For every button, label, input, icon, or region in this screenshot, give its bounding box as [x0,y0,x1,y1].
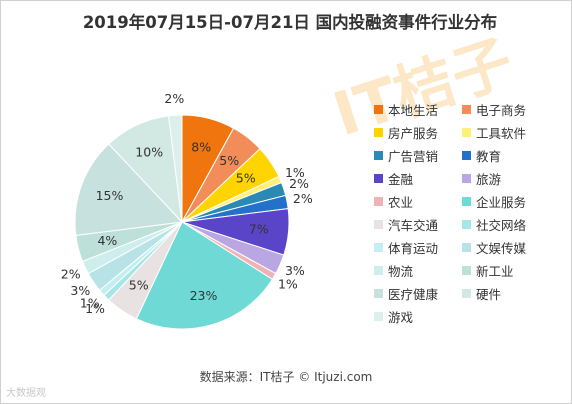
legend-item-13: 体育运动 [374,238,438,257]
legend-swatch [462,128,471,137]
legend-swatch [462,220,471,229]
legend-label: 广告营销 [388,149,439,164]
legend-swatch [374,197,383,206]
legend-label: 体育运动 [388,241,439,256]
legend-item-4: 工具软件 [462,123,526,142]
pie-slice-19 [168,114,183,223]
legend-item-2: 电子商务 [462,100,526,119]
pie-slice-17 [74,143,184,236]
legend-item-1: 本地生活 [374,100,438,119]
pie-label-13: 1% [80,295,100,310]
pie-label-4: 1% [285,165,305,180]
legend-item-18: 硬件 [462,284,501,303]
legend-label: 医疗健康 [388,287,439,302]
legend-item-19: 游戏 [374,307,413,326]
legend-swatch [374,128,383,137]
legend-label: 汽车交通 [388,218,439,233]
legend-label: 硬件 [476,287,502,302]
legend-item-12: 社交网络 [462,215,526,234]
chart-title: 2019年07月15日-07月21日 国内投融资事件行业分布 [82,13,498,32]
pie-slice-10 [135,221,274,330]
legend-label: 旅游 [476,172,502,187]
legend-item-16: 新工业 [462,261,514,280]
pie-label-2: 5% [219,153,239,168]
pie-label-9: 1% [278,277,298,292]
legend-label: 工具软件 [476,126,527,141]
pie-label-6: 2% [293,191,313,206]
legend-label: 新工业 [476,264,514,279]
legend-label: 房产服务 [388,126,439,141]
legend-label: 电子商务 [476,103,527,118]
legend-item-9: 农业 [374,192,413,211]
legend-swatch [462,105,471,114]
legend-label: 物流 [388,264,414,279]
pie-label-5: 2% [289,176,309,191]
legend-swatch [462,243,471,252]
legend-swatch [374,312,383,321]
legend-swatch [374,220,383,229]
legend-swatch [374,289,383,298]
pie-label-8: 3% [285,263,305,278]
legend-label: 文娱传媒 [476,241,527,256]
legend-item-17: 医疗健康 [374,284,438,303]
watermark: 大数据观 [6,388,46,399]
legend-item-8: 旅游 [462,169,501,188]
legend-label: 社交网络 [476,218,527,233]
legend-swatch [462,197,471,206]
legend-item-3: 房产服务 [374,123,438,142]
legend-item-14: 文娱传媒 [462,238,526,257]
pie-label-19: 2% [164,91,184,106]
legend-swatch [462,289,471,298]
legend-swatch [374,174,383,183]
legend-item-6: 教育 [462,146,501,165]
legend-item-15: 物流 [374,261,413,280]
pie-label-18: 10% [135,144,163,159]
legend-item-5: 广告营销 [374,146,438,165]
pie-label-14: 3% [70,283,90,298]
legend-label: 本地生活 [388,103,439,118]
legend-label: 游戏 [388,310,414,325]
legend-swatch [462,174,471,183]
pie-label-17: 15% [96,188,124,203]
pie-label-10: 23% [190,288,218,303]
pie-label-11: 5% [129,278,149,293]
pie-label-12: 1% [85,301,105,316]
legend-item-7: 金融 [374,169,413,188]
legend-label: 农业 [388,195,414,210]
pie-label-15: 2% [61,266,81,281]
data-source: 数据来源：IT桔子 © Itjuzi.com [199,370,373,384]
legend-label: 教育 [476,149,502,164]
pie-label-1: 8% [191,139,211,154]
legend-swatch [462,151,471,160]
legend-label: 金融 [388,172,414,187]
legend-label: 企业服务 [476,195,527,210]
legend-item-10: 企业服务 [462,192,526,211]
legend-swatch [374,266,383,275]
legend-swatch [374,105,383,114]
legend-swatch [462,266,471,275]
legend-swatch [374,151,383,160]
legend-swatch [374,243,383,252]
legend-item-11: 汽车交通 [374,215,438,234]
pie-label-7: 7% [249,221,269,236]
pie-label-16: 4% [97,233,117,248]
pie-label-3: 5% [236,171,256,186]
